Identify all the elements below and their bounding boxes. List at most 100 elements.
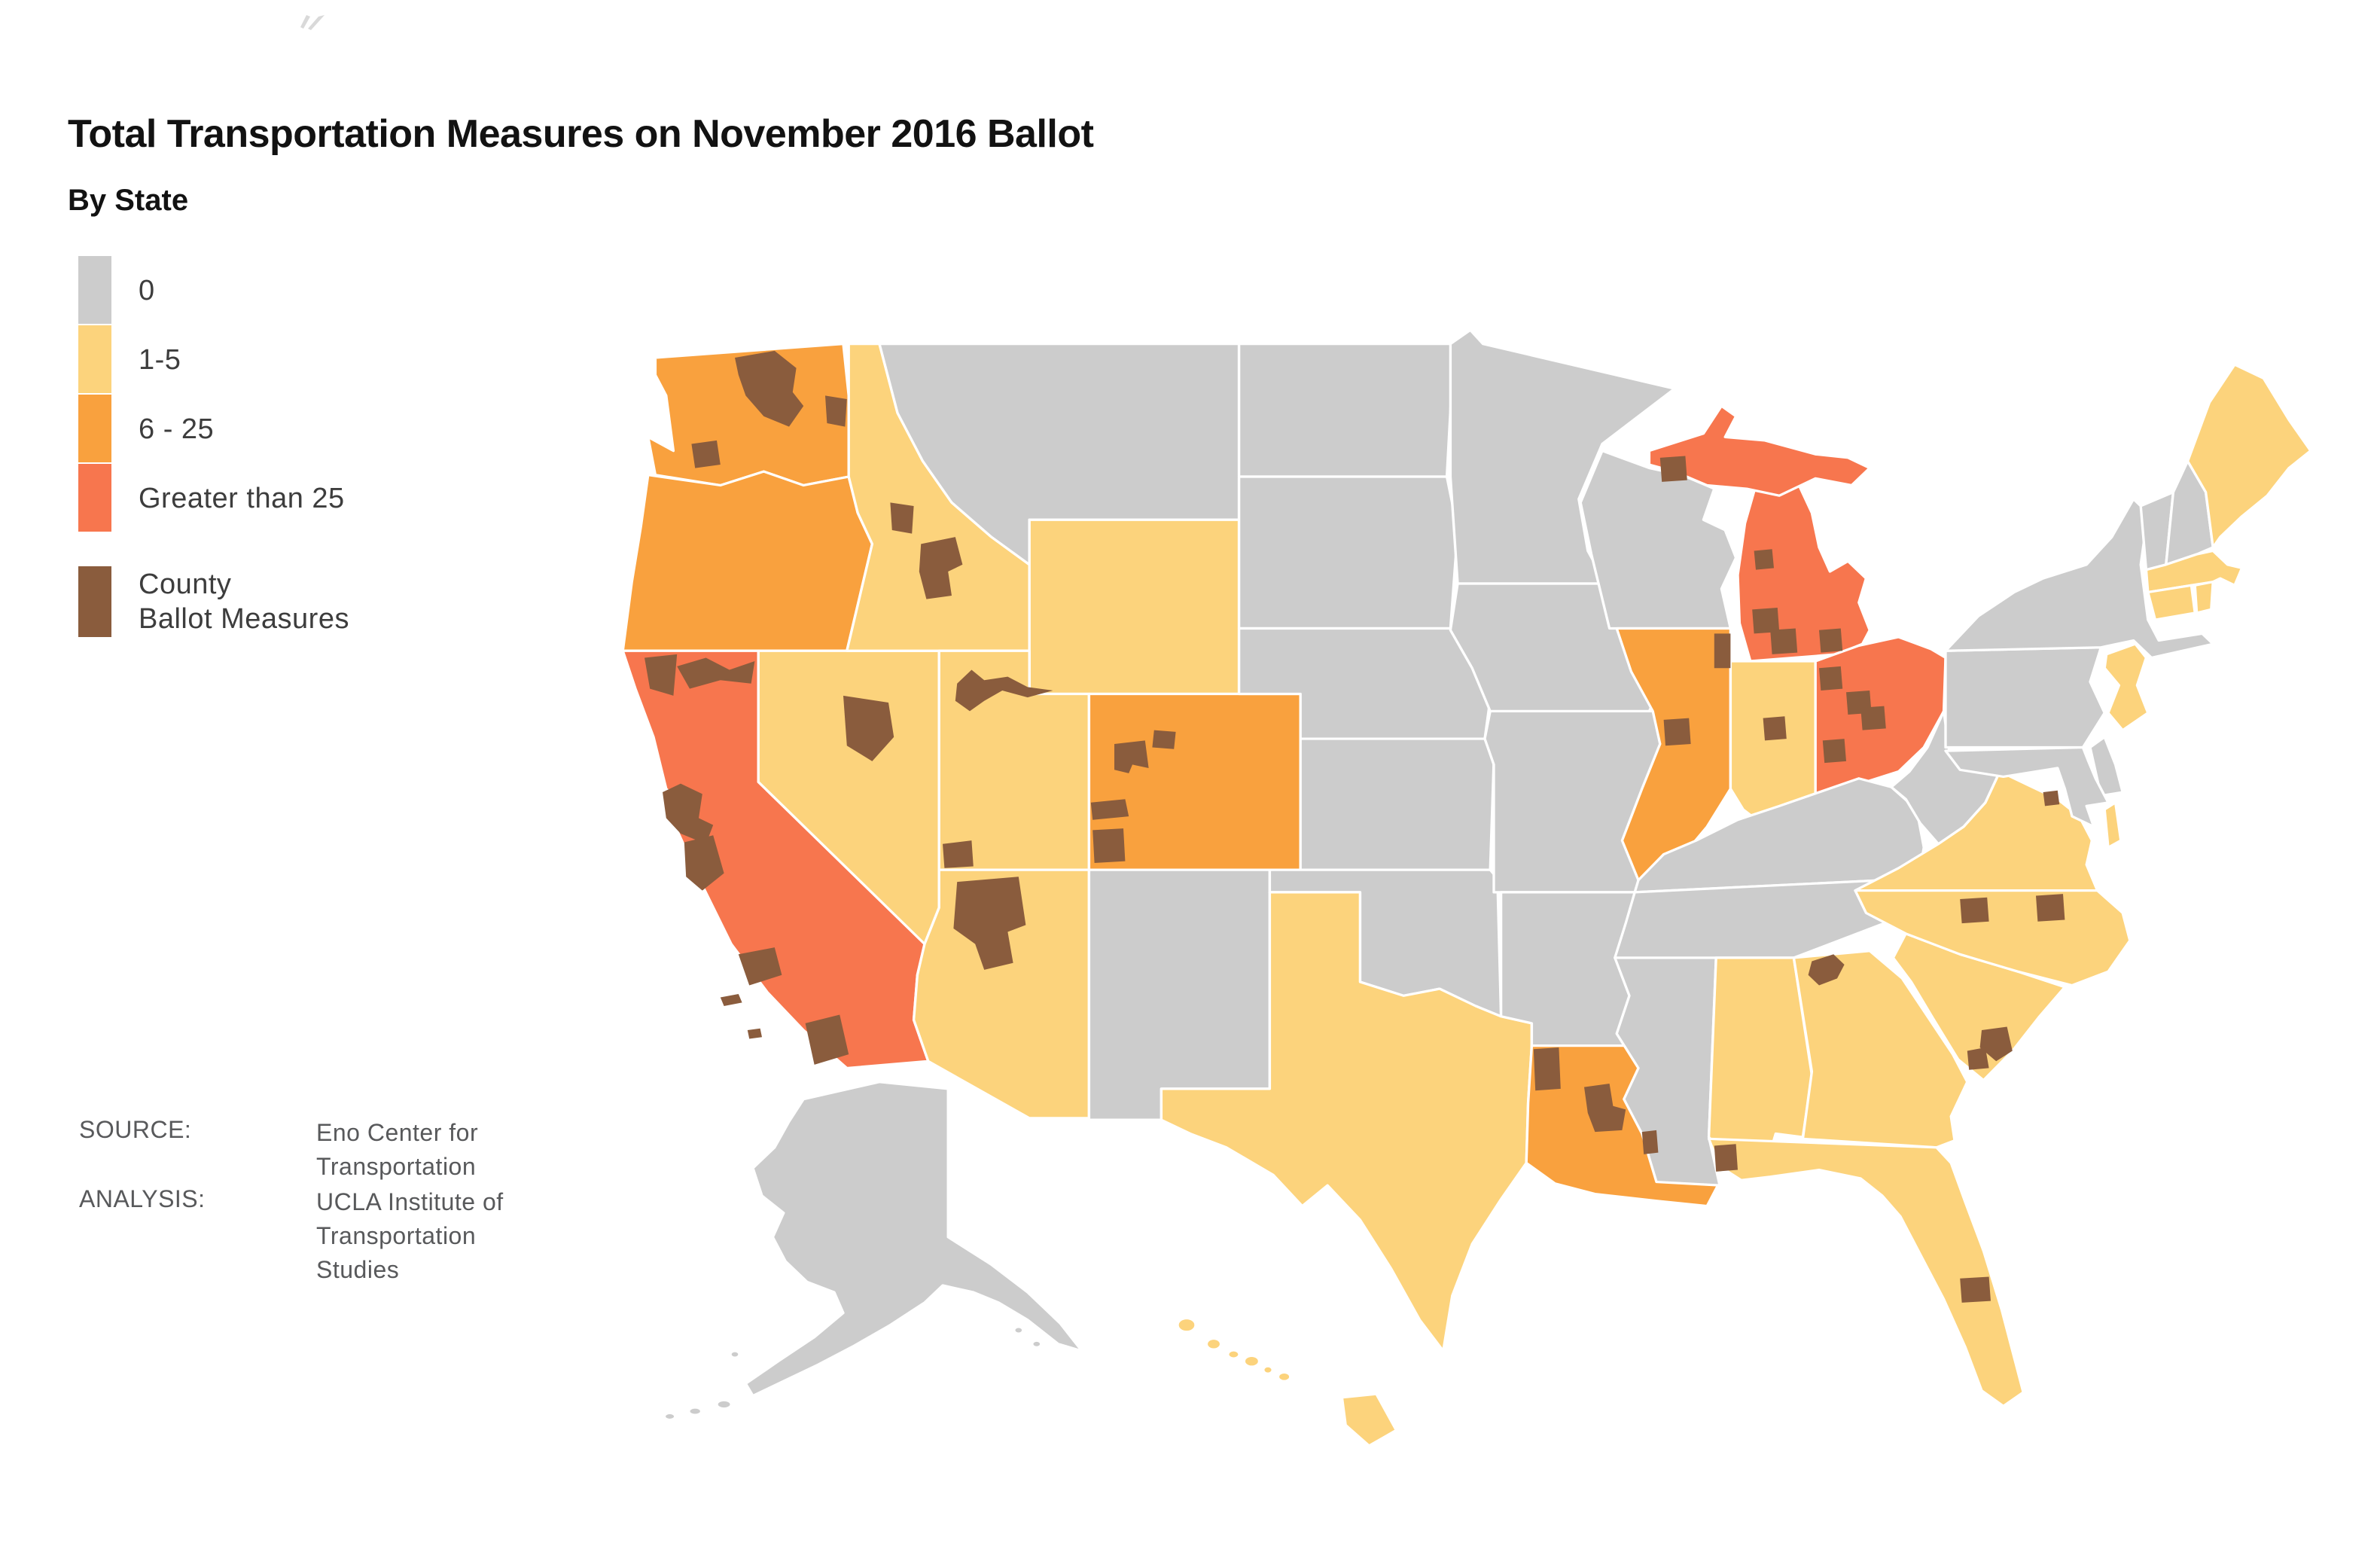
analysis-value-line: Studies: [316, 1256, 400, 1283]
county-measure-blob: [663, 783, 714, 844]
state-HI-kauai: [1176, 1316, 1197, 1334]
legend-swatch-1-5: [78, 325, 111, 393]
county-measure-blob: [943, 840, 974, 868]
legend-item-county: County Ballot Measures: [78, 566, 568, 637]
county-measure-blob: [1960, 897, 1989, 924]
county-measure-blob: [955, 669, 1053, 712]
county-measure-blob: [1152, 730, 1176, 749]
county-measure-blob: [1641, 1130, 1659, 1154]
county-measure-blob: [645, 654, 678, 696]
state-CT: [2147, 584, 2196, 621]
us-map: [572, 292, 2379, 1482]
county-measure-blob: [1663, 718, 1691, 746]
county-measure-blob: [747, 1028, 762, 1039]
state-AK-island: [1031, 1339, 1043, 1349]
county-measures-layer: [645, 350, 2065, 1303]
state-HI-oahu: [1205, 1337, 1223, 1351]
county-measure-blob: [1967, 1047, 1989, 1070]
legend-swatch-0: [78, 256, 111, 324]
county-measure-blob: [2036, 894, 2065, 922]
legend-swatch-gt25: [78, 464, 111, 532]
state-HI-lanai: [1262, 1364, 1274, 1375]
source-value-line: Transportation: [316, 1153, 477, 1180]
page-title: Total Transportation Measures on Novembe…: [68, 112, 1094, 156]
legend-item-1-5: 1-5: [78, 325, 568, 395]
legend-label-6-25: 6 - 25: [139, 413, 215, 445]
state-AK-island: [729, 1349, 741, 1359]
artifact-shape: [300, 15, 325, 30]
state-NM: [1087, 868, 1272, 1121]
county-measure-blob: [738, 947, 782, 986]
county-measure-blob: [1533, 1047, 1561, 1091]
county-measure-blob: [2043, 790, 2060, 806]
state-HI-maui: [1242, 1354, 1261, 1368]
state-NJ: [2103, 642, 2150, 732]
state-HI-molokai: [1227, 1349, 1241, 1360]
source-label: SOURCE:: [79, 1116, 192, 1143]
state-VA-eastern-shore: [2103, 801, 2122, 849]
analysis-label: ANALYSIS:: [79, 1185, 206, 1212]
analysis-value-line: Transportation: [316, 1222, 477, 1249]
county-measure-blob: [919, 537, 963, 599]
county-measure-blob: [1584, 1084, 1626, 1133]
state-HI-big-island: [1340, 1392, 1398, 1447]
state-AK-island: [663, 1411, 677, 1422]
county-measure-blob: [1090, 799, 1129, 820]
state-RI: [2193, 581, 2214, 614]
legend-label-1-5: 1-5: [139, 344, 181, 376]
county-measure-blob: [953, 877, 1026, 970]
source-value-line: Eno Center for: [316, 1119, 479, 1146]
county-measure-blob: [1808, 954, 1845, 986]
page-artifact-mark: [296, 11, 328, 33]
analysis-value-line: UCLA Institute of: [316, 1188, 504, 1215]
state-HI-kahoolawe: [1276, 1371, 1292, 1383]
county-measure-blob: [677, 657, 755, 689]
county-measure-blob: [691, 440, 721, 468]
legend-item-0: 0: [78, 256, 568, 325]
state-MI-upper: [1647, 404, 1871, 497]
county-measure-blob: [1860, 706, 1886, 730]
county-measure-blob: [720, 993, 742, 1006]
legend-swatch-6-25: [78, 395, 111, 462]
analysis-row: ANALYSIS: UCLA Institute of Transportati…: [79, 1185, 606, 1287]
county-measure-blob: [1714, 1144, 1738, 1172]
state-OR: [621, 470, 874, 652]
state-ME: [2186, 363, 2312, 549]
legend: 0 1-5 6 - 25 Greater than 25 County Ball…: [78, 256, 568, 637]
legend-swatch-county: [78, 566, 111, 637]
state-AK-island: [1013, 1325, 1025, 1335]
state-MD: [1944, 745, 2110, 828]
page-subtitle: By State: [68, 184, 189, 217]
county-measure-blob: [1752, 608, 1780, 634]
county-measure-blob: [1754, 549, 1774, 570]
county-measure-blob: [825, 395, 847, 427]
county-measure-blob: [735, 350, 804, 427]
county-measure-blob: [1659, 456, 1687, 482]
county-measure-blob: [1114, 740, 1149, 773]
analysis-value: UCLA Institute of Transportation Studies: [316, 1185, 606, 1287]
state-GA: [1792, 950, 1969, 1149]
legend-label-0: 0: [139, 275, 155, 306]
state-AK-island: [715, 1398, 733, 1410]
state-ND: [1237, 343, 1455, 478]
state-NY: [1944, 498, 2214, 660]
states-layer: [621, 328, 2312, 1447]
state-FL: [1707, 1137, 2025, 1407]
county-measure-blob: [1819, 666, 1843, 691]
state-MN: [1449, 328, 1676, 585]
state-TX: [1160, 891, 1534, 1352]
county-measure-blob: [1770, 628, 1798, 654]
county-measure-blob: [1822, 739, 1846, 764]
county-measure-blob: [684, 835, 724, 891]
county-measure-blob: [890, 502, 914, 534]
source-value: Eno Center for Transportation: [316, 1116, 606, 1184]
legend-item-6-25: 6 - 25: [78, 395, 568, 464]
state-KS: [1299, 737, 1495, 871]
state-SD: [1237, 475, 1459, 630]
county-measure-blob: [1819, 628, 1843, 653]
state-PA: [1944, 646, 2106, 749]
legend-item-gt25: Greater than 25: [78, 464, 568, 533]
state-AK: [744, 1081, 1083, 1398]
source-row: SOURCE: Eno Center for Transportation: [79, 1116, 606, 1184]
